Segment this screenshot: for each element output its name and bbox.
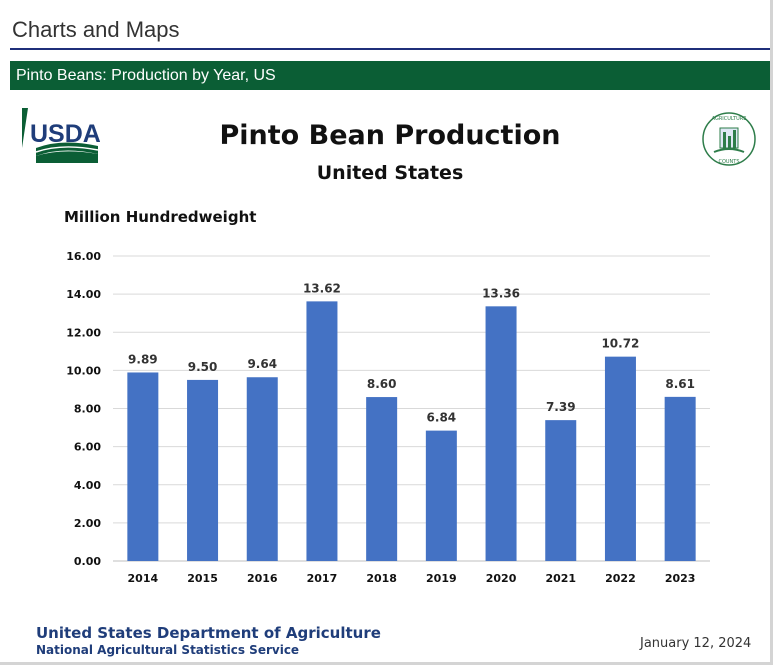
usda-logo: USDA	[22, 108, 100, 163]
heading-divider	[10, 48, 770, 50]
bar-chart-plot: 0.00 2.00 4.00 6.00 8.00 10.00 12.00 14.00 16.00…	[66, 250, 710, 585]
chart-image: USDA AGRICULTURE COUNTS Pinto Bean Produ…	[10, 100, 770, 665]
bar	[664, 396, 696, 561]
bar-data-label: 13.62	[303, 281, 341, 295]
bar	[425, 430, 457, 561]
x-tick-label: 2019	[426, 572, 457, 585]
y-tick-label: 14.00	[66, 288, 101, 301]
bar-data-label: 8.60	[367, 377, 397, 391]
x-tick-label: 2017	[307, 572, 338, 585]
bar-data-label: 8.61	[665, 377, 695, 391]
bar-data-label: 6.84	[427, 411, 457, 425]
svg-text:COUNTS: COUNTS	[718, 159, 739, 165]
chart-banner: Pinto Beans: Production by Year, US	[10, 61, 770, 90]
y-tick-label: 16.00	[66, 250, 101, 263]
bar	[127, 372, 159, 561]
y-tick-label: 2.00	[74, 517, 101, 530]
chart-title: Pinto Bean Production	[219, 120, 561, 151]
page-heading: Charts and Maps	[12, 17, 180, 42]
bar	[246, 377, 278, 561]
x-tick-label: 2014	[128, 572, 159, 585]
footer-date: January 12, 2024	[640, 636, 752, 651]
bar-data-label: 10.72	[601, 337, 639, 351]
bar-data-label: 9.89	[128, 352, 158, 366]
bar-data-label: 13.36	[482, 286, 520, 300]
bar	[366, 397, 398, 561]
bar	[187, 379, 219, 561]
agriculture-counts-logo: AGRICULTURE COUNTS	[702, 112, 756, 166]
y-tick-label: 6.00	[74, 441, 101, 454]
y-tick-label: 8.00	[74, 403, 101, 416]
footer-org-name: United States Department of Agriculture	[36, 624, 381, 642]
y-tick-label: 10.00	[66, 364, 101, 377]
bar	[306, 301, 338, 561]
bar-data-label: 9.50	[188, 360, 218, 374]
x-tick-label: 2018	[366, 572, 397, 585]
x-tick-label: 2015	[187, 572, 218, 585]
footer-agency-name: National Agricultural Statistics Service	[36, 643, 300, 657]
x-tick-label: 2021	[545, 572, 576, 585]
y-axis-label: Million Hundredweight	[64, 208, 257, 226]
y-tick-label: 4.00	[74, 479, 101, 492]
y-tick-label: 0.00	[74, 555, 101, 568]
y-tick-label: 12.00	[66, 326, 101, 339]
bar	[545, 420, 577, 561]
bar	[604, 356, 636, 561]
x-tick-label: 2016	[247, 572, 278, 585]
x-tick-label: 2023	[665, 572, 696, 585]
x-tick-label: 2020	[486, 572, 517, 585]
bar-data-label: 9.64	[247, 357, 277, 371]
bar	[485, 306, 517, 561]
x-tick-label: 2022	[605, 572, 636, 585]
bar-data-label: 7.39	[546, 400, 576, 414]
chart-subtitle: United States	[316, 162, 464, 184]
svg-text:AGRICULTURE: AGRICULTURE	[712, 116, 747, 122]
